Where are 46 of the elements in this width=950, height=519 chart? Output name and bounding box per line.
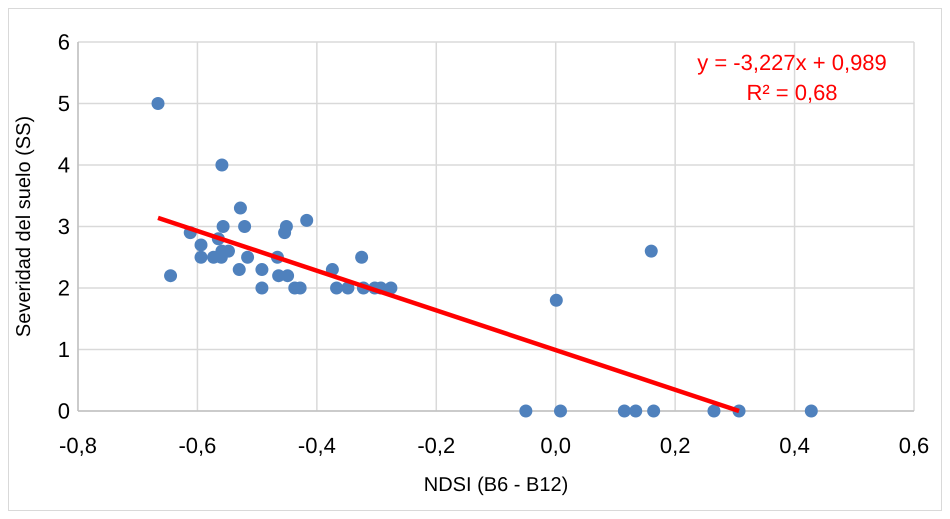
point [255, 263, 268, 276]
point [281, 269, 294, 282]
point [647, 404, 660, 418]
y-tick-label: 0 [58, 398, 70, 424]
point [194, 250, 208, 264]
point [554, 404, 567, 418]
x-tick-label: -0,4 [298, 433, 336, 458]
x-tick-label: 0,6 [898, 433, 930, 458]
x-tick-label: -0,2 [417, 433, 456, 458]
y-tick-label: 5 [58, 91, 70, 116]
y-axis-title: Severidad del suelo (SS) [13, 116, 35, 338]
point [216, 220, 230, 233]
point [644, 244, 658, 258]
point [300, 214, 314, 227]
point [241, 250, 254, 264]
point [234, 202, 247, 215]
y-tick-label: 6 [58, 30, 70, 55]
point [232, 263, 246, 276]
point [618, 404, 631, 418]
point [519, 404, 532, 418]
point [550, 294, 563, 307]
y-tick-label: 2 [58, 276, 70, 301]
point [215, 158, 228, 172]
point [238, 220, 252, 233]
point [384, 282, 398, 294]
x-axis-title: NDSI (B6 - B12) [424, 474, 568, 496]
annotation: y = -3,227x + 0,989 [697, 50, 887, 75]
point [278, 226, 292, 240]
x-tick-label: 0,4 [779, 433, 810, 458]
point [255, 282, 268, 294]
point [152, 97, 165, 110]
x-tick-label: 0,2 [660, 433, 690, 458]
point [355, 250, 368, 264]
x-tick-label: -0,8 [59, 433, 97, 458]
x-tick-label: -0,6 [178, 433, 216, 458]
x-tick-label: 0,0 [540, 433, 572, 458]
point [629, 404, 642, 418]
point [164, 269, 178, 282]
point [804, 404, 818, 418]
point [330, 282, 344, 294]
point [707, 404, 720, 418]
y-tick-label: 4 [58, 152, 70, 178]
y-tick-label: 1 [58, 337, 70, 362]
point [194, 238, 208, 252]
annotation: R² = 0,68 [746, 80, 838, 105]
y-tick-label: 3 [58, 214, 70, 240]
